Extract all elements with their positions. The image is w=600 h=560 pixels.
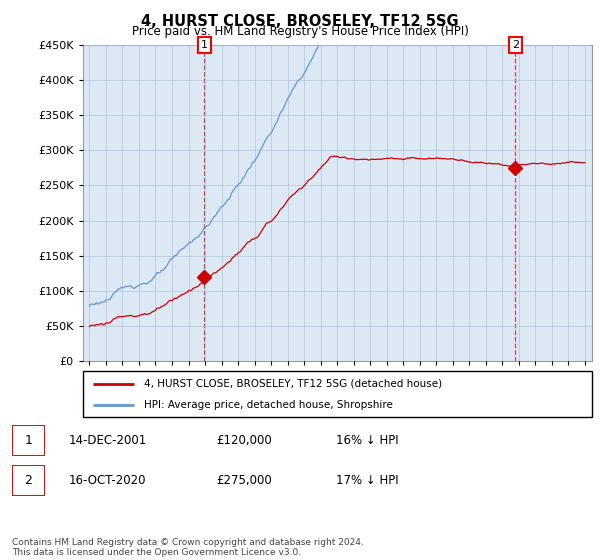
Text: HPI: Average price, detached house, Shropshire: HPI: Average price, detached house, Shro…	[144, 400, 393, 410]
Text: Price paid vs. HM Land Registry's House Price Index (HPI): Price paid vs. HM Land Registry's House …	[131, 25, 469, 38]
Text: 14-DEC-2001: 14-DEC-2001	[69, 433, 147, 447]
Text: 4, HURST CLOSE, BROSELEY, TF12 5SG: 4, HURST CLOSE, BROSELEY, TF12 5SG	[141, 14, 459, 29]
Text: 17% ↓ HPI: 17% ↓ HPI	[336, 474, 398, 487]
FancyBboxPatch shape	[83, 371, 592, 417]
Text: 4, HURST CLOSE, BROSELEY, TF12 5SG (detached house): 4, HURST CLOSE, BROSELEY, TF12 5SG (deta…	[144, 379, 442, 389]
Text: 1: 1	[25, 433, 32, 447]
Text: £275,000: £275,000	[216, 474, 272, 487]
FancyBboxPatch shape	[12, 424, 45, 456]
FancyBboxPatch shape	[12, 465, 45, 496]
Text: 1: 1	[201, 40, 208, 50]
Text: 16% ↓ HPI: 16% ↓ HPI	[336, 433, 398, 447]
Text: Contains HM Land Registry data © Crown copyright and database right 2024.
This d: Contains HM Land Registry data © Crown c…	[12, 538, 364, 557]
Text: £120,000: £120,000	[216, 433, 272, 447]
Text: 2: 2	[25, 474, 32, 487]
Text: 2: 2	[512, 40, 519, 50]
Text: 16-OCT-2020: 16-OCT-2020	[69, 474, 146, 487]
